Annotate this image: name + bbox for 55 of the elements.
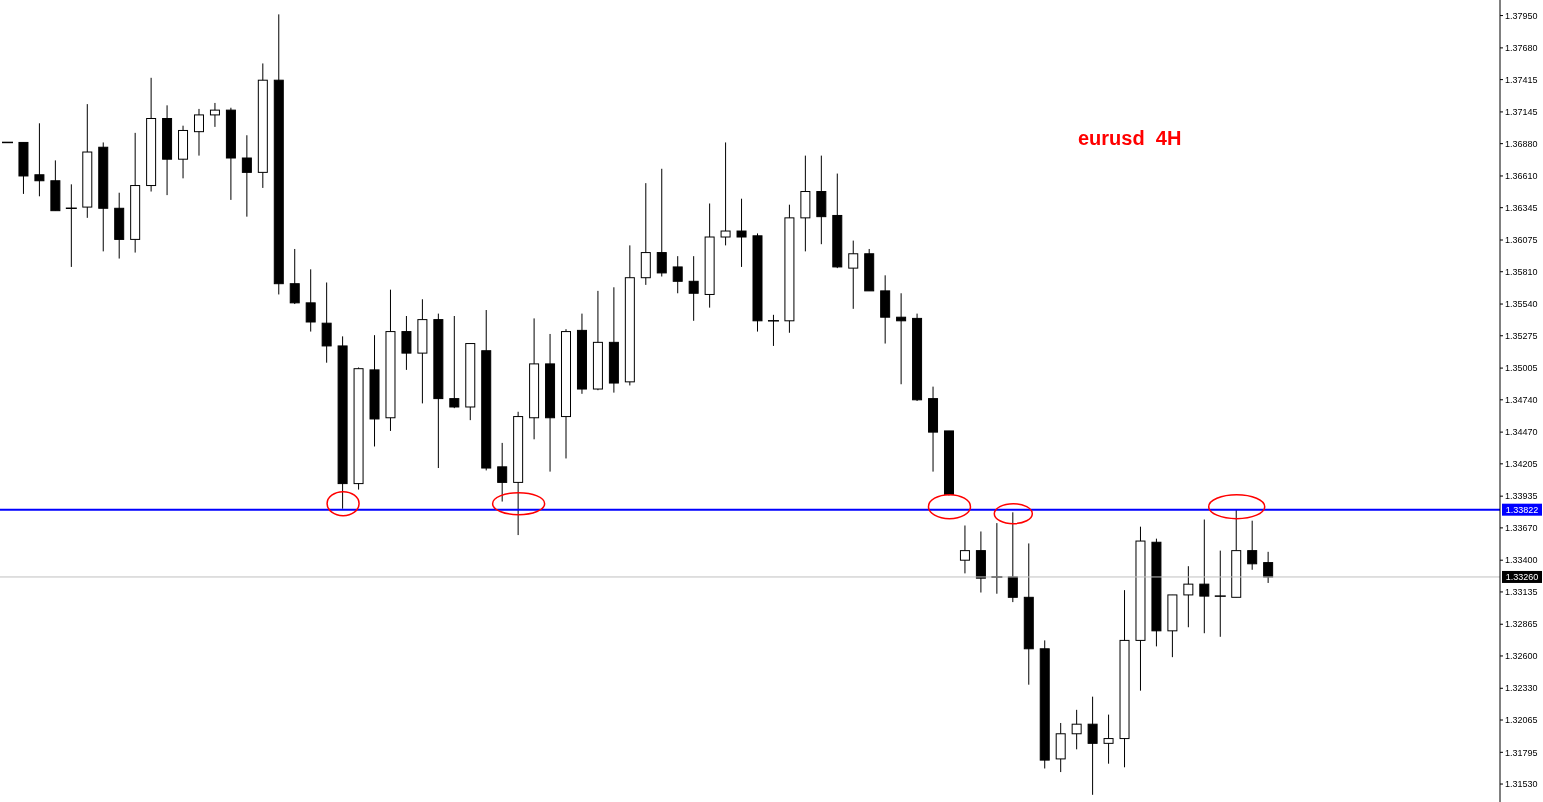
y-tick-label: 1.33935: [1505, 491, 1538, 502]
candlestick: [401, 315, 412, 371]
candlestick: [289, 248, 300, 305]
y-tick-label: 1.31530: [1505, 779, 1538, 790]
candlestick: [848, 240, 859, 310]
candlestick: [209, 102, 220, 128]
candlestick: [1071, 709, 1082, 750]
y-tick-label: 1.31795: [1505, 747, 1538, 758]
candlestick: [767, 314, 780, 347]
y-tick-label: 1.36345: [1505, 202, 1538, 213]
y-tick-label: 1.37950: [1505, 10, 1538, 21]
ref-line-label: 1.33260: [1505, 571, 1539, 582]
candlestick: [688, 255, 699, 322]
y-tick-label: 1.35810: [1505, 266, 1538, 277]
y-tick-label: 1.34740: [1505, 395, 1538, 405]
candlestick: [1183, 565, 1194, 628]
y-tick-label: 1.33670: [1505, 523, 1538, 534]
y-tick-label: 1.36610: [1505, 171, 1538, 182]
y-tick-label: 1.37680: [1505, 43, 1538, 54]
y-tick-label: 1.32330: [1505, 683, 1538, 694]
annotation: eurusd 4H: [1078, 127, 1182, 150]
y-tick-label: 1.34205: [1505, 459, 1538, 470]
y-tick-label: 1.33135: [1505, 587, 1538, 598]
candlestick: [672, 255, 683, 294]
candlestick: [720, 141, 731, 246]
candlestick: [241, 134, 252, 218]
candlestick: [497, 442, 508, 503]
candlestick: [1263, 551, 1274, 584]
y-tick-label: 1.37415: [1505, 74, 1538, 85]
y-tick-label: 1.35540: [1505, 299, 1538, 310]
candlestick: [34, 122, 45, 197]
candlestick: [1199, 519, 1210, 634]
candlestick: [656, 168, 667, 278]
y-tick-label: 1.35005: [1505, 363, 1538, 374]
candlestick: [449, 315, 460, 409]
candlestick: [305, 268, 316, 333]
y-tick-label: 1.33400: [1505, 555, 1538, 566]
y-tick-label: 1.36880: [1505, 138, 1538, 149]
ref-line-label: 1.33822: [1505, 504, 1539, 515]
y-tick-label: 1.35275: [1505, 330, 1538, 341]
y-tick-label: 1.32865: [1505, 619, 1538, 630]
candlestick: [1007, 511, 1018, 603]
y-tick-label: 1.32065: [1505, 715, 1538, 726]
y-tick-label: 1.32600: [1505, 651, 1538, 662]
candlestick: [1247, 520, 1258, 571]
y-tick-label: 1.37145: [1505, 107, 1538, 118]
candlestick: [1214, 550, 1227, 638]
y-tick-label: 1.34470: [1505, 427, 1538, 438]
y-tick-label: 1.36075: [1505, 235, 1538, 246]
candlestick: [1087, 696, 1098, 796]
candlestick: [1103, 714, 1114, 765]
candlestick: [736, 198, 747, 268]
candlestick: [321, 282, 332, 364]
candlestick: [193, 108, 204, 157]
candlestick: [959, 524, 970, 574]
